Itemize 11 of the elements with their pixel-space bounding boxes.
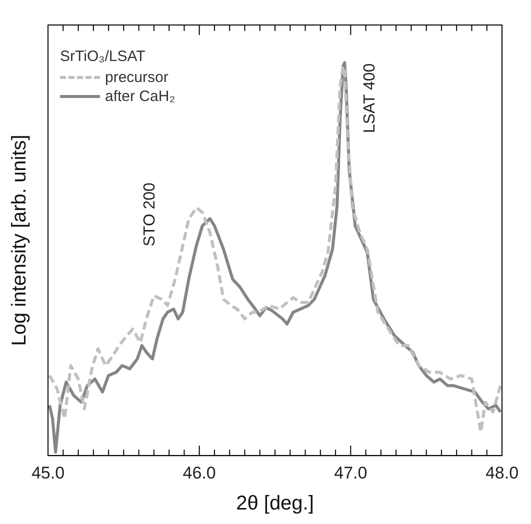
annotation: STO 200: [142, 182, 159, 246]
x-tick-label: 47.0: [334, 463, 368, 482]
x-axis-title: 2θ [deg.]: [236, 492, 314, 515]
legend-label: after CaH₂: [105, 87, 176, 106]
x-tick-label: 48.0: [485, 463, 519, 482]
x-tick-label: 45.0: [31, 463, 65, 482]
legend-label: precursor: [105, 68, 168, 87]
legend-title: SrTiO₃/LSAT: [60, 47, 146, 66]
y-axis-title: Log intensity [arb. units]: [8, 134, 31, 346]
annotation: LSAT 400: [362, 63, 379, 134]
x-tick-label: 46.0: [182, 463, 216, 482]
